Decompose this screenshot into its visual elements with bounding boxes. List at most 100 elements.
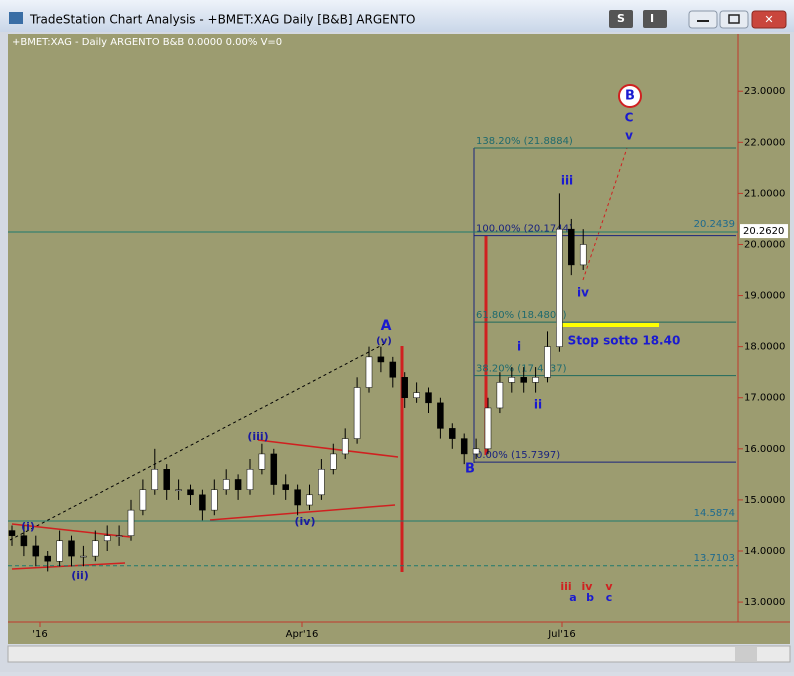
- level-label: 13.7103: [694, 553, 735, 564]
- y-tick-label: 18.0000: [744, 342, 785, 353]
- candle-body: [437, 402, 444, 429]
- candle-body: [508, 377, 516, 383]
- fib-label: 61.80% (18.4803): [476, 310, 567, 321]
- level-label: 14.5874: [694, 508, 735, 519]
- wave-label: B: [625, 89, 635, 104]
- wave-label: (iii): [247, 430, 268, 443]
- candle-body: [520, 377, 527, 383]
- candle-body: [377, 356, 385, 363]
- last-price-label: 20.2620: [743, 226, 784, 237]
- y-tick-label: 13.0000: [744, 597, 785, 608]
- close-button[interactable]: [751, 10, 787, 29]
- wave-label: i: [517, 340, 521, 354]
- app-icon: [9, 12, 23, 24]
- candle-body: [579, 244, 587, 266]
- close-icon: ✕: [764, 13, 773, 26]
- candle-body: [568, 228, 575, 266]
- s-button[interactable]: [609, 10, 633, 28]
- wave-label: Stop sotto 18.40: [568, 334, 681, 348]
- y-tick-label: 20.0000: [744, 239, 785, 250]
- level-label: 20.2439: [694, 219, 735, 230]
- x-tick-label: Jul'16: [547, 629, 576, 640]
- candle-body: [460, 438, 468, 455]
- y-tick-label: 15.0000: [744, 495, 785, 506]
- candle-body: [127, 509, 135, 536]
- candle-body: [20, 535, 28, 547]
- x-tick-label: Apr'16: [286, 629, 319, 640]
- fib-label: 138.20% (21.8884): [476, 136, 573, 147]
- wave-label: A: [381, 318, 392, 334]
- candle-body: [139, 489, 147, 511]
- y-tick-label: 21.0000: [744, 188, 785, 199]
- candle-body: [389, 361, 397, 378]
- wave-label: v: [605, 580, 613, 593]
- candle-body: [56, 540, 63, 562]
- candle-body: [472, 448, 480, 455]
- i-button-label: I: [650, 12, 654, 25]
- candle-body: [532, 377, 539, 383]
- candle-body: [496, 382, 504, 409]
- s-button-label: S: [617, 12, 625, 25]
- minimize-button[interactable]: [688, 10, 718, 29]
- candle-body: [234, 479, 242, 490]
- wave-label: a: [569, 591, 576, 604]
- i-button[interactable]: [643, 10, 667, 28]
- candle-body: [556, 228, 563, 347]
- candle-body: [211, 489, 218, 511]
- scrollbar[interactable]: [7, 645, 791, 663]
- candle-body: [80, 555, 87, 558]
- candle-body: [353, 387, 361, 439]
- scroll-thumb[interactable]: [735, 647, 757, 661]
- chart-area: [8, 34, 790, 644]
- wave-label: C: [625, 111, 634, 125]
- wave-label: iv: [577, 286, 589, 300]
- candle-body: [199, 494, 206, 511]
- wave-label: ii: [534, 398, 542, 412]
- candle-body: [32, 545, 40, 557]
- wave-label: iv: [582, 580, 594, 593]
- candle-body: [68, 540, 75, 557]
- candle-body: [449, 428, 456, 439]
- window-title: TradeStation Chart Analysis - +BMET:XAG …: [29, 13, 416, 27]
- wave-label: c: [606, 591, 613, 604]
- candle-body: [282, 484, 289, 490]
- candle-body: [544, 346, 551, 378]
- candle-body: [306, 494, 313, 506]
- last-price-box: [740, 224, 788, 239]
- candle-body: [163, 469, 170, 490]
- wave-label: B: [465, 462, 475, 477]
- candle-body: [425, 392, 432, 404]
- chart-header: +BMET:XAG - Daily ARGENTO B&B 0.0000 0.0…: [12, 37, 282, 48]
- candle-body: [258, 453, 266, 470]
- wave-label: b: [586, 591, 594, 604]
- candle-body: [413, 392, 420, 398]
- candle-body: [484, 407, 492, 450]
- candle-body: [341, 438, 349, 455]
- wave-label: v: [625, 129, 633, 143]
- fib-label: 100.00% (20.1744): [476, 224, 573, 235]
- candle-body: [187, 489, 194, 496]
- x-tick-label: '16: [32, 629, 47, 640]
- price-axis: [738, 34, 790, 622]
- candle-body: [44, 555, 51, 562]
- fib-label: 38.20% (17.4337): [476, 364, 567, 375]
- candle-body: [92, 540, 99, 557]
- wave-label: (iv): [295, 515, 316, 528]
- y-tick-label: 22.0000: [744, 137, 785, 148]
- wave-label: iii: [561, 174, 573, 188]
- y-tick-label: 16.0000: [744, 444, 785, 455]
- candle-body: [246, 469, 254, 490]
- wave-label: (ii): [71, 569, 89, 582]
- y-tick-label: 23.0000: [744, 86, 785, 97]
- candle-body: [365, 356, 373, 388]
- candle-body: [270, 453, 278, 485]
- candle-body: [222, 479, 230, 490]
- maximize-button[interactable]: [719, 10, 749, 29]
- wave-label: (i): [21, 520, 35, 533]
- candle-body: [8, 530, 16, 536]
- candle-body: [115, 535, 123, 537]
- wave-label: (v): [376, 336, 392, 347]
- fib-label: 0.00% (15.7397): [476, 450, 560, 461]
